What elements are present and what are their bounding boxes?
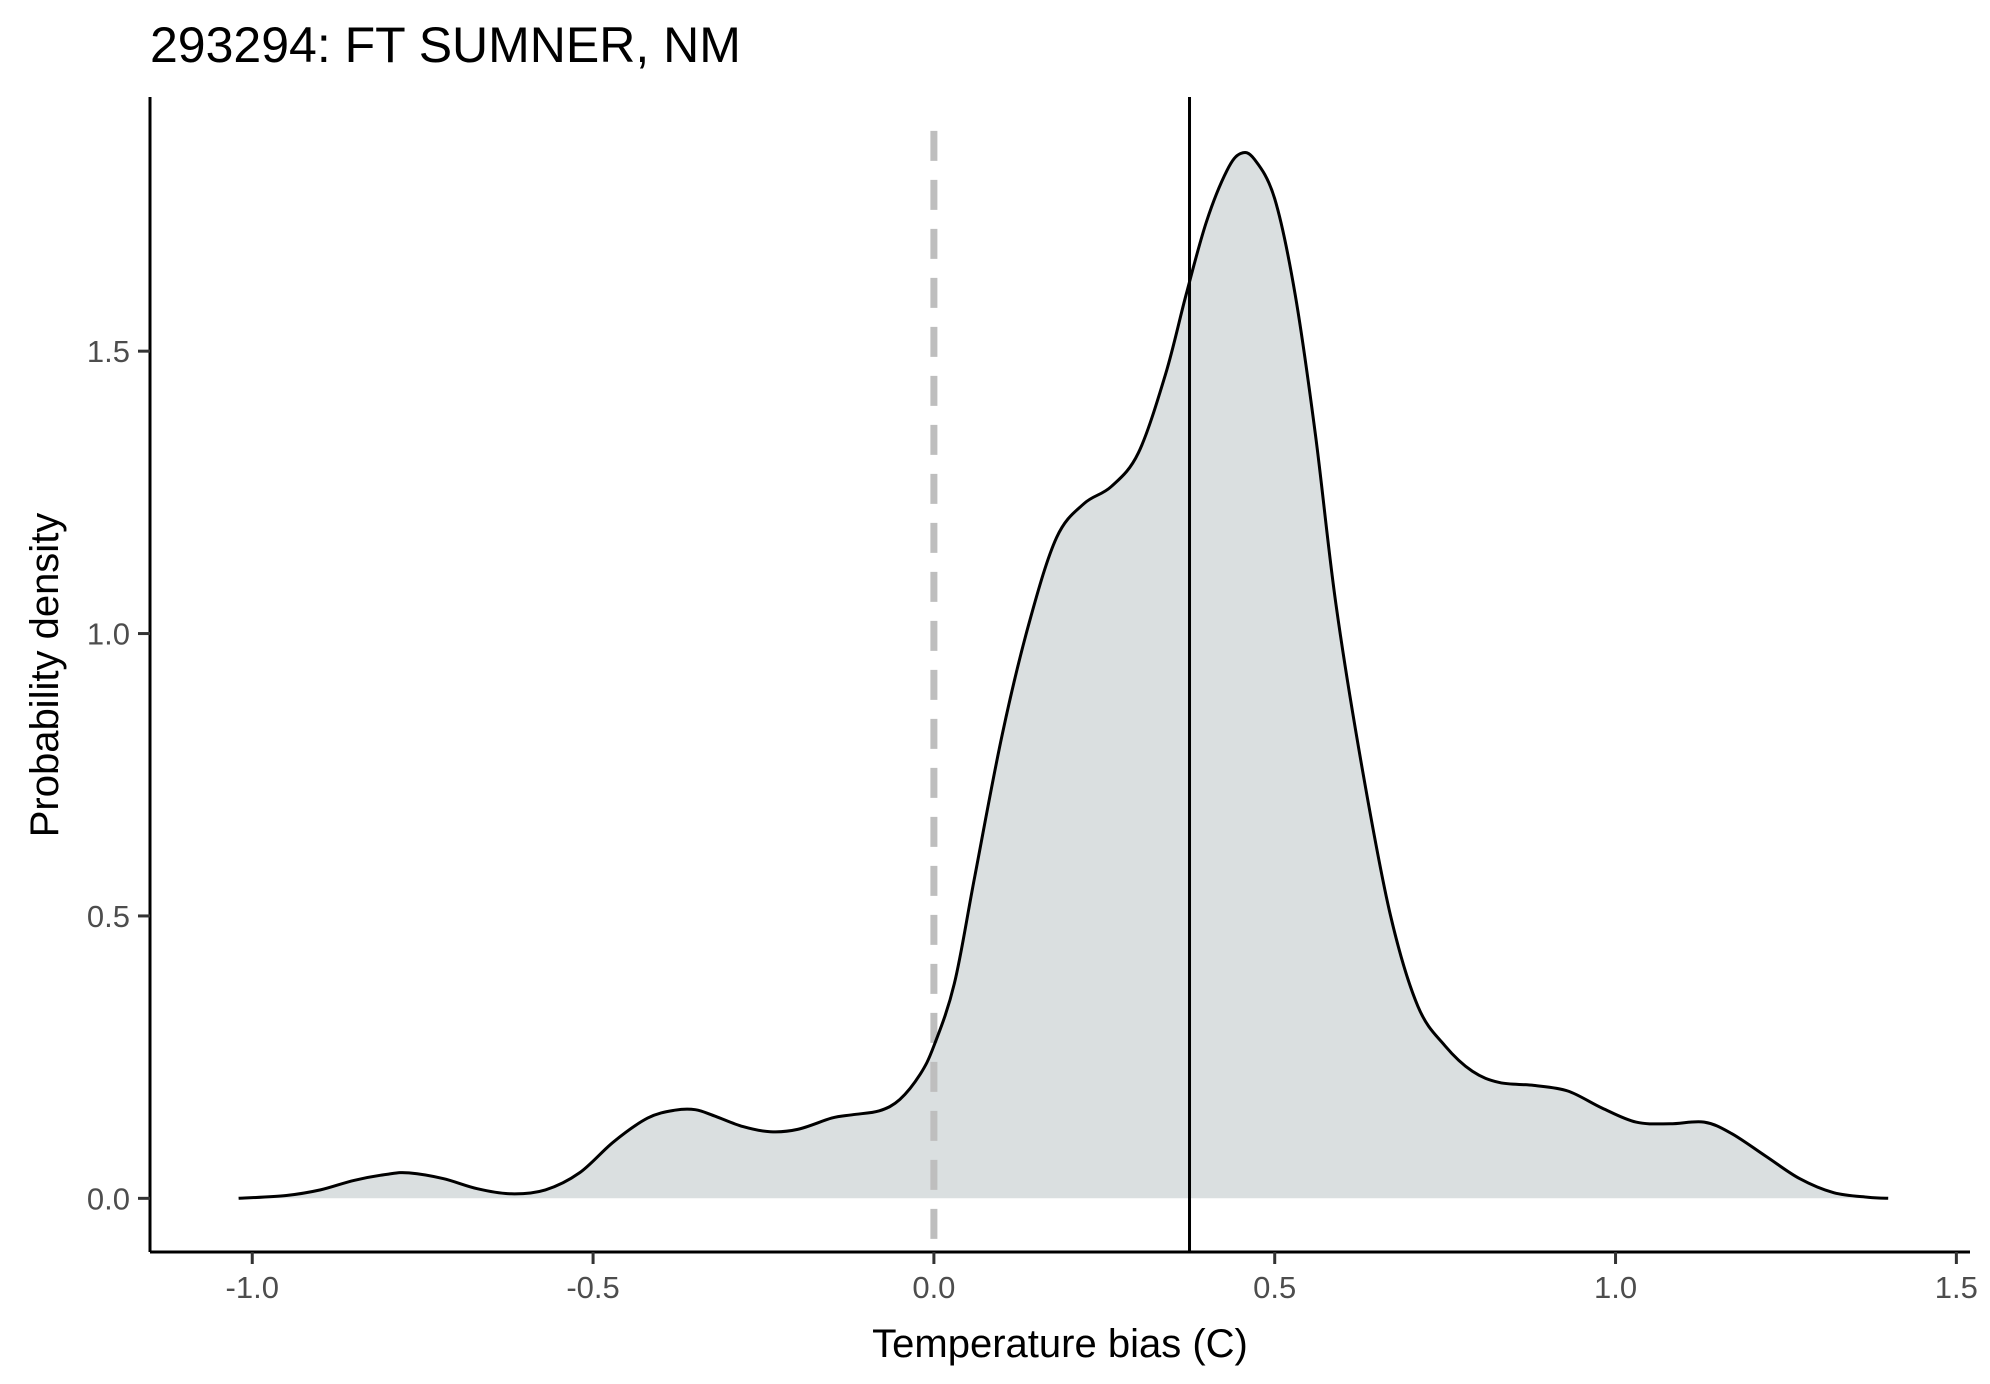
x-tick-label: -0.5 <box>566 1270 619 1305</box>
x-tick-label: -1.0 <box>226 1270 279 1305</box>
x-tick-label: 0.0 <box>912 1270 955 1305</box>
y-tick-label: 1.5 <box>87 334 130 369</box>
plot-area <box>238 97 1889 1252</box>
y-tick-label: 1.0 <box>87 617 130 652</box>
axes <box>148 97 1970 1254</box>
chart-title: 293294: FT SUMNER, NM <box>150 17 741 73</box>
y-tick-label: 0.0 <box>87 1181 130 1216</box>
density-curve <box>238 150 1889 1200</box>
y-axis-label: Probability density <box>23 513 67 838</box>
density-fill <box>238 152 1889 1199</box>
x-tick-label: 0.5 <box>1253 1270 1296 1305</box>
x-tick-label: 1.5 <box>1935 1270 1978 1305</box>
y-tick-label: 0.5 <box>87 899 130 934</box>
x-axis-label: Temperature bias (C) <box>872 1322 1248 1366</box>
x-tick-label: 1.0 <box>1594 1270 1637 1305</box>
ticks: -1.0 -0.5 0.0 0.5 1.0 1.5 0.0 0.5 1.0 1.5 <box>87 334 1978 1305</box>
